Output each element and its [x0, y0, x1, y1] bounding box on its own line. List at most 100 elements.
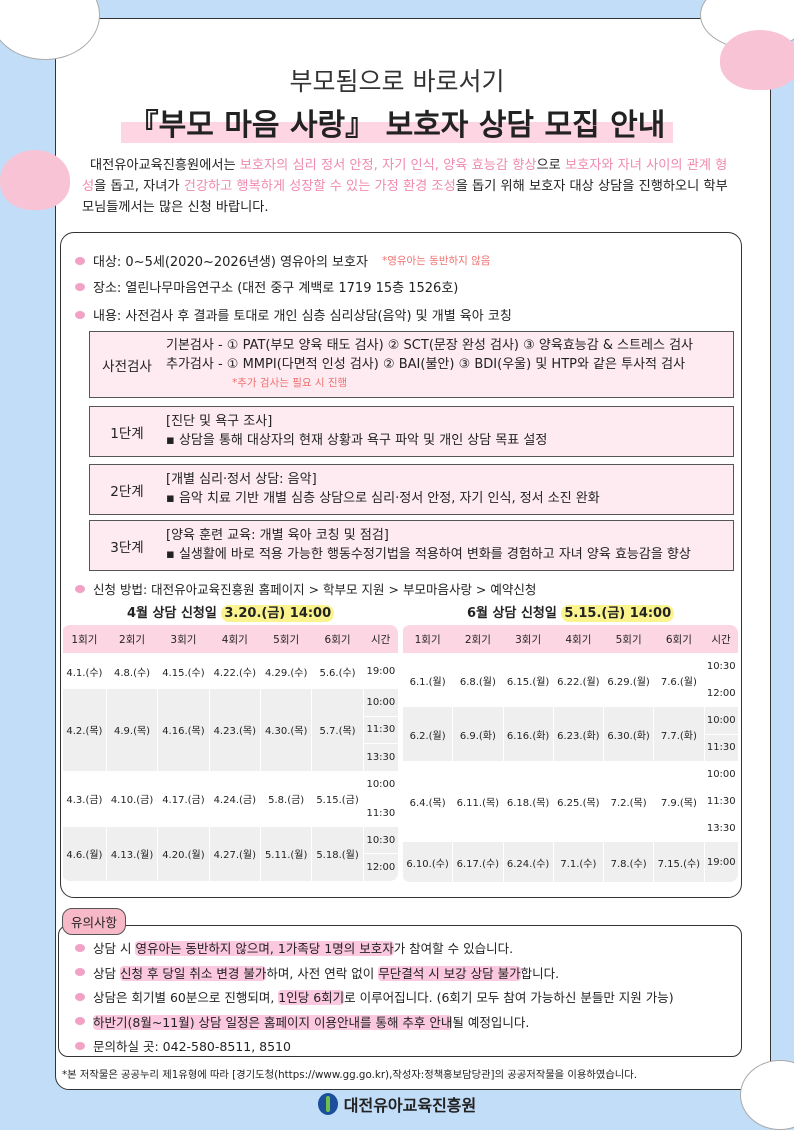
stage-desc: ▪ 상담을 통해 대상자의 현재 상황과 욕구 파악 및 개인 상담 목표 설정 [166, 433, 548, 448]
info-target: 대상: 0~5세(2020~2026년생) 영유아의 보호자 *영유아는 동반하지… [75, 251, 490, 270]
subtitle: 부모됨으로 바로서기 [289, 67, 505, 96]
session-date: 4.20.(월) [157, 826, 210, 881]
session-date: 6.23.(화) [552, 707, 604, 761]
table-row: 12:00 [403, 679, 738, 707]
heart-decoration [0, 150, 70, 210]
session-date: 4.23.(목) [208, 689, 261, 771]
session-date: 6.25.(목) [552, 761, 604, 842]
table-row: 11:30 [63, 715, 398, 744]
session-date: 7.15.(수) [653, 842, 704, 882]
session-date: 4.13.(월) [105, 826, 158, 881]
notice-box: 상담 시 영유아는 동반하지 않으며, 1가족당 1명의 보호자가 참여할 수 … [58, 925, 742, 1057]
notice-item: 상담 신청 후 당일 취소 변경 불가하며, 사전 연락 없이 무단결석 시 보… [75, 963, 559, 982]
session-time: 13:30 [703, 814, 738, 842]
session-date: 4.22.(수) [208, 653, 261, 689]
column-header: 3회기 [503, 625, 554, 653]
pretest-box: 사전검사 기본검사 - ① PAT(부모 양육 태도 검사) ② SCT(문장 … [89, 331, 734, 398]
june-schedule-table: 1회기 2회기 3회기 4회기 5회기 6회기 시간 6.1.(월) 6.8.(월) 6.15.(… [402, 625, 738, 882]
program-box: 대상: 0~5세(2020~2026년생) 영유아의 보호자 *영유아는 동반하지… [60, 232, 742, 898]
intro-segment: 으로 [536, 158, 565, 173]
notice-item: 하반기(8월~11월) 상담 일정은 홈페이지 이용안내를 통해 추후 안내될 … [75, 1012, 529, 1031]
session-time: 11:30 [703, 733, 738, 761]
intro-segment: 을 돕기 위해 보호자 대상 상담을 진행하오니 학부모님들께서는 많은 신청 … [82, 179, 728, 215]
stage-box: 1단계 [진단 및 욕구 조사] ▪ 상담을 통해 대상자의 현재 상황과 욕구 파… [89, 406, 734, 457]
table-row: 6.10.(수) 6.17.(수) 6.24.(수) 7.1.(수) 7.8.(수) 7.… [402, 842, 738, 882]
column-header: 2회기 [452, 625, 503, 653]
session-date: 4.3.(금) [62, 770, 107, 827]
session-date: 4.2.(목) [62, 689, 107, 771]
column-header: 4회기 [553, 625, 604, 653]
session-time: 10:30 [362, 826, 398, 854]
session-time: 12:00 [362, 853, 398, 881]
session-date: 5.7.(목) [311, 689, 364, 771]
session-date: 5.6.(수) [311, 653, 364, 689]
session-date: 6.2.(월) [402, 707, 453, 761]
session-date: 5.8.(금) [259, 770, 312, 827]
session-time: 10:00 [703, 761, 738, 788]
session-date: 6.15.(월) [502, 653, 554, 707]
bullet-icon [75, 256, 85, 265]
table-row: 4.3.(금) 4.10.(금) 4.17.(금) 4.24.(금) 5.8.(금) 5.… [62, 770, 398, 827]
session-date: 4.8.(수) [105, 653, 158, 689]
session-date: 6.11.(목) [452, 761, 503, 842]
stage-desc: ▪ 실생활에 바로 적용 가능한 행동수정기법을 적용하여 변화를 경험하고 자… [166, 547, 691, 562]
session-time: 11:30 [362, 798, 398, 827]
june-caption: 6월 상담 신청일 5.15.(금) 14:00 [467, 602, 675, 622]
session-date: 4.6.(월) [62, 826, 107, 881]
session-date: 6.30.(화) [602, 707, 654, 761]
session-time: 10:30 [703, 653, 738, 680]
intro-segment: 보호자와 자녀 사이의 관계 형성 [82, 158, 728, 194]
intro-text: 대전유아교육진흥원에서는 보호자의 심리 정서 안정, 자기 인식, 양육 효능… [82, 155, 732, 218]
heart-decoration [720, 30, 794, 90]
session-date: 5.18.(월) [311, 826, 364, 881]
column-header: 4회기 [209, 625, 261, 653]
bullet-icon [75, 968, 85, 976]
table-row: 11:30 [403, 787, 738, 815]
session-time: 12:00 [703, 679, 738, 707]
table-row: 13:30 [403, 814, 738, 842]
column-header: 시간 [363, 625, 398, 653]
april-caption: 4월 상담 신청일 3.20.(금) 14:00 [127, 602, 335, 622]
session-date: 6.4.(목) [402, 761, 453, 842]
table-row: 12:00 [63, 853, 398, 881]
april-schedule-table: 1회기 2회기 3회기 4회기 5회기 6회기 시간 4.1.(수) 4.8.(수) 4.15.(… [62, 625, 398, 881]
column-header: 3회기 [157, 625, 210, 653]
bullet-icon [75, 992, 85, 1001]
session-date: 4.15.(수) [157, 653, 210, 689]
session-date: 4.10.(금) [105, 770, 158, 827]
session-date: 6.18.(목) [502, 761, 554, 842]
column-header: 1회기 [402, 625, 453, 653]
intro-segment: 보호자의 심리 정서 안정, 자기 인식, 양육 효능감 향상 [239, 158, 537, 173]
bullet-icon [75, 584, 85, 593]
session-time: 19:00 [703, 842, 738, 882]
table-row: 6.1.(월) 6.8.(월) 6.15.(월) 6.22.(월) 6.29.(월) 7.… [402, 653, 738, 707]
stage-box: 2단계 [개별 심리·정서 상담: 음악] ▪ 음악 치료 기반 개별 심층 상담으… [89, 464, 734, 515]
session-date: 4.27.(월) [208, 826, 261, 881]
stage-label: 3단계 [110, 539, 144, 556]
session-time: 11:30 [703, 787, 738, 815]
stage-desc: ▪ 음악 치료 기반 개별 심층 상담으로 심리·정서 안정, 자기 인식, 정… [166, 491, 600, 506]
table-row: 11:30 [63, 798, 398, 827]
session-date: 6.10.(수) [402, 842, 453, 882]
session-date: 5.15.(금) [311, 770, 364, 827]
notice-tag: 유의사항 [62, 908, 127, 935]
intro-segment: 건강하고 행복하게 성장할 수 있는 가정 환경 조성 [183, 179, 456, 194]
info-place: 장소: 열린나무마음연구소 (대전 중구 계백로 1719 15층 1526호) [75, 277, 458, 296]
intro-segment: 대전유아교육진흥원에서는 [90, 158, 240, 173]
table-row: 4.1.(수) 4.8.(수) 4.15.(수) 4.22.(수) 4.29.(수) 5.… [62, 653, 398, 689]
stage-heading: [양육 훈련 교육: 개별 육아 코칭 및 점검] [166, 528, 389, 543]
session-time: 10:00 [362, 689, 398, 717]
stage-label: 1단계 [110, 425, 144, 442]
column-header: 시간 [704, 625, 738, 653]
session-date: 6.24.(수) [502, 842, 554, 882]
session-date: 4.30.(목) [259, 689, 312, 771]
session-date: 6.22.(월) [552, 653, 604, 707]
session-date: 6.17.(수) [452, 842, 503, 882]
session-date: 7.8.(수) [602, 842, 654, 882]
column-header: 2회기 [106, 625, 158, 653]
table-row: 13:30 [63, 743, 398, 771]
session-date: 6.29.(월) [602, 653, 654, 707]
bullet-icon [75, 310, 85, 319]
session-date: 7.7.(화) [653, 707, 704, 761]
bullet-icon [75, 282, 85, 291]
